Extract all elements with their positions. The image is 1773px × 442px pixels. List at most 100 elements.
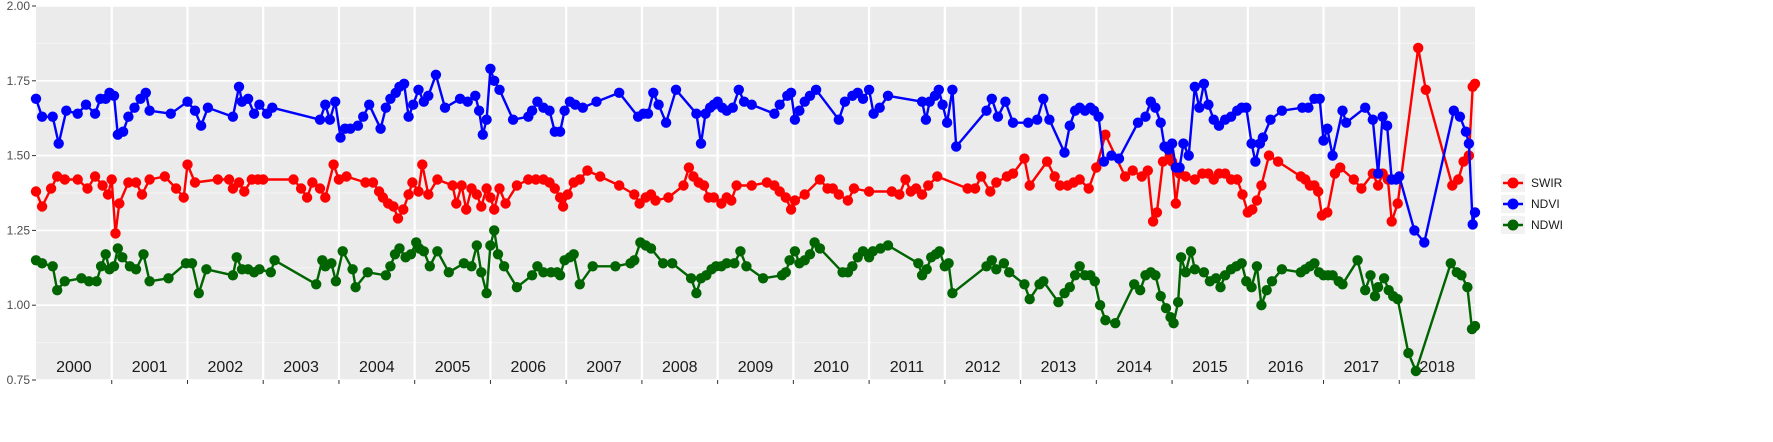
swir-point bbox=[1256, 180, 1267, 191]
ndwi-point bbox=[432, 246, 443, 257]
ndvi-point bbox=[1098, 156, 1110, 167]
legend-label: NDVI bbox=[1531, 197, 1560, 211]
ndvi-point bbox=[375, 123, 386, 134]
swir-point bbox=[1247, 204, 1258, 215]
swir-point bbox=[45, 183, 57, 194]
swir-point bbox=[1237, 189, 1248, 200]
ndwi-point bbox=[735, 246, 746, 257]
ndwi-point bbox=[998, 258, 1010, 269]
ndvi-point bbox=[1044, 114, 1055, 125]
ndvi-point bbox=[810, 84, 822, 96]
minor-gridlines bbox=[36, 42, 1475, 344]
ndvi-point bbox=[462, 96, 473, 107]
year-label: 2000 bbox=[56, 359, 92, 376]
ndwi-point bbox=[986, 255, 997, 266]
swir-point bbox=[1453, 174, 1464, 185]
ndwi-point bbox=[350, 282, 361, 293]
ndvi-point bbox=[1038, 93, 1049, 105]
ndvi-point bbox=[473, 105, 485, 116]
ndwi-point bbox=[657, 258, 669, 269]
ndvi-point bbox=[489, 75, 500, 87]
ndwi-point bbox=[610, 261, 621, 272]
ndwi-point bbox=[1064, 282, 1076, 293]
ndwi-point bbox=[629, 255, 640, 266]
ndwi-point bbox=[112, 243, 124, 254]
swir-point bbox=[239, 186, 250, 197]
swir-point bbox=[1100, 129, 1111, 140]
ndwi-point bbox=[1246, 282, 1257, 293]
ndwi-point bbox=[1236, 258, 1247, 269]
ndwi-point bbox=[789, 246, 801, 257]
swir-point bbox=[97, 180, 108, 191]
ndvi-point bbox=[785, 87, 797, 99]
swir-point bbox=[731, 180, 742, 191]
ndwi-point bbox=[471, 240, 482, 251]
ndwi-point bbox=[481, 288, 492, 299]
ndvi-point bbox=[72, 108, 83, 119]
ndvi-point bbox=[330, 96, 341, 107]
ndvi-point bbox=[320, 99, 331, 110]
swir-point bbox=[212, 174, 223, 185]
ndwi-point bbox=[1215, 282, 1226, 293]
swir-point bbox=[288, 174, 299, 185]
ndwi-point bbox=[326, 258, 337, 269]
ndwi-point bbox=[1369, 291, 1381, 302]
ndwi-point bbox=[526, 270, 538, 281]
ndvi-point bbox=[481, 114, 492, 125]
swir-point bbox=[328, 159, 339, 170]
ndwi-point bbox=[476, 267, 487, 278]
ndwi-point bbox=[882, 240, 894, 251]
swir-point bbox=[447, 180, 458, 191]
ndvi-point bbox=[986, 93, 997, 105]
ndvi-point bbox=[1377, 111, 1388, 122]
ndwi-point bbox=[405, 249, 417, 260]
major-gridlines bbox=[36, 5, 1475, 381]
ndwi-point bbox=[227, 270, 239, 281]
ndwi-point bbox=[814, 243, 826, 254]
ndvi-point bbox=[937, 99, 948, 110]
ndvi-point bbox=[140, 87, 151, 99]
ndvi-point bbox=[189, 105, 201, 116]
ndvi-point bbox=[769, 108, 780, 119]
year-label: 2004 bbox=[359, 359, 395, 376]
swir-point bbox=[799, 189, 810, 200]
ndvi-point bbox=[413, 84, 424, 96]
ndwi-point bbox=[1210, 273, 1222, 284]
swir-point bbox=[923, 180, 934, 191]
ndvi-point bbox=[1166, 138, 1178, 149]
ndwi-point bbox=[265, 267, 276, 278]
swir-point bbox=[476, 201, 487, 212]
swir-point bbox=[320, 192, 331, 203]
ndwi-point bbox=[418, 246, 429, 257]
ndvi-point bbox=[733, 84, 744, 96]
swir-point bbox=[1356, 183, 1367, 194]
ndvi-point bbox=[648, 87, 659, 99]
ndwi-point bbox=[1456, 270, 1467, 281]
ndvi-point bbox=[981, 105, 992, 116]
ndwi-point bbox=[492, 249, 504, 260]
swir-point bbox=[130, 177, 142, 188]
swir-point bbox=[367, 177, 379, 188]
ndvi-point bbox=[123, 111, 134, 122]
ndvi-point bbox=[577, 102, 588, 113]
ndvi-point bbox=[430, 69, 442, 81]
ndvi-point bbox=[1409, 225, 1420, 236]
ndvi-point bbox=[242, 93, 254, 105]
swir-point bbox=[789, 195, 801, 206]
ndwi-point bbox=[1155, 291, 1166, 302]
ndwi-point bbox=[1403, 347, 1414, 359]
ndvi-point bbox=[1372, 168, 1384, 179]
ndvi-point bbox=[1314, 93, 1325, 105]
ndwi-point bbox=[943, 258, 954, 269]
ndvi-point bbox=[614, 87, 625, 99]
swir-point bbox=[683, 162, 695, 173]
ndwi-point bbox=[1172, 297, 1184, 308]
ndwi-point bbox=[921, 264, 932, 275]
ndwi-point bbox=[1004, 267, 1015, 278]
swir-point bbox=[582, 165, 593, 176]
ndvi-point bbox=[920, 114, 932, 125]
swir-point bbox=[489, 204, 500, 215]
swir-point bbox=[650, 195, 661, 206]
ndwi-point bbox=[443, 267, 454, 278]
swir-point bbox=[500, 198, 511, 209]
